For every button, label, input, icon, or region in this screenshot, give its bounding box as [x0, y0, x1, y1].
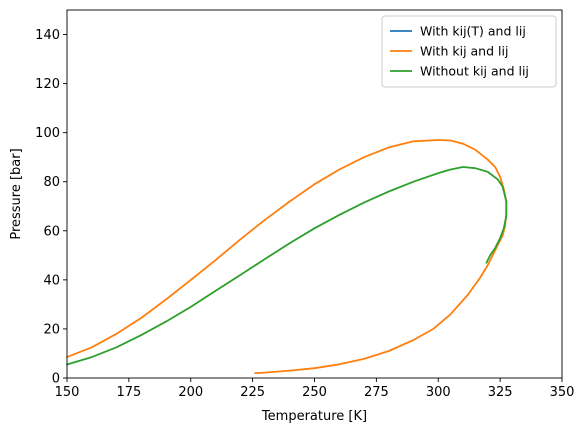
x-tick-label: 225 — [240, 385, 265, 400]
legend-label-3: Without kij and lij — [420, 64, 529, 79]
y-tick-label: 140 — [35, 28, 60, 43]
x-axis-label: Temperature [K] — [261, 409, 367, 424]
legend-label-1: With kij(T) and lij — [420, 24, 526, 39]
x-tick-label: 175 — [116, 385, 141, 400]
series-line-2 — [66, 139, 508, 374]
x-tick-label: 250 — [302, 385, 327, 400]
x-tick-label: 300 — [426, 385, 451, 400]
y-tick-label: 100 — [35, 126, 60, 141]
x-tick-label: 275 — [364, 385, 389, 400]
y-tick-label: 20 — [43, 322, 60, 337]
series-layer — [66, 139, 508, 374]
series-line-3 — [66, 166, 508, 366]
legend: With kij(T) and lij With kij and lij Witho… — [381, 15, 557, 88]
y-axis-ticks: 0 20 40 60 80 100 120 140 — [35, 28, 67, 387]
x-tick-label: 325 — [488, 385, 513, 400]
y-tick-label: 0 — [52, 372, 60, 387]
x-tick-label: 200 — [178, 385, 203, 400]
y-tick-label: 60 — [43, 224, 60, 239]
y-tick-label: 80 — [43, 175, 60, 190]
y-tick-label: 40 — [43, 273, 60, 288]
x-tick-label: 350 — [550, 385, 575, 400]
y-tick-label: 120 — [35, 77, 60, 92]
x-axis-ticks: 150 175 200 225 250 275 300 325 350 — [55, 378, 575, 400]
x-tick-label: 150 — [55, 385, 80, 400]
y-axis-label: Pressure [bar] — [9, 148, 24, 239]
legend-label-2: With kij and lij — [420, 44, 508, 59]
legend-box — [381, 15, 557, 88]
